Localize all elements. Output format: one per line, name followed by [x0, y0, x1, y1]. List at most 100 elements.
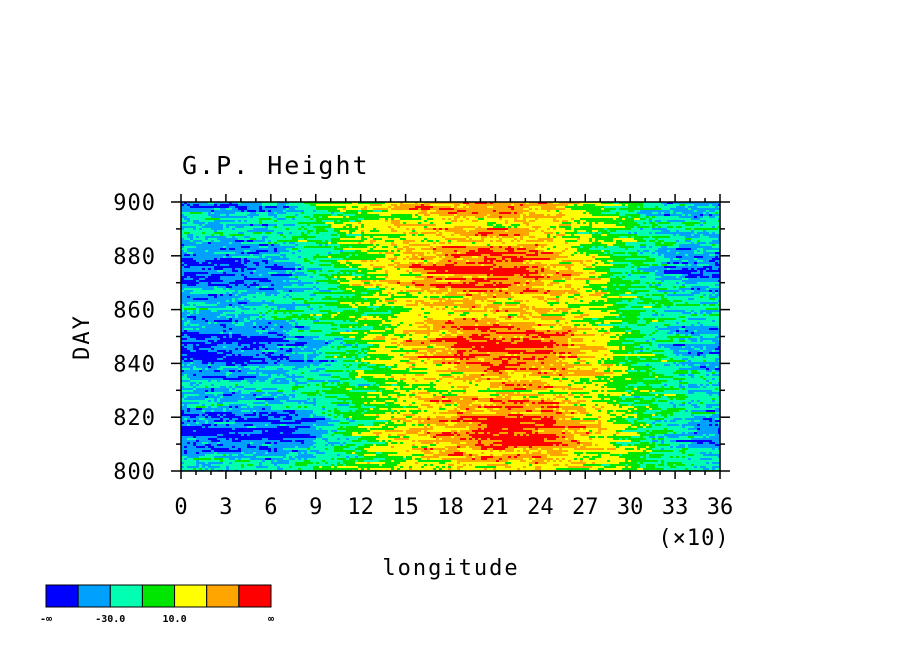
heatmap-cell	[499, 320, 557, 323]
heatmap-cell	[337, 276, 341, 279]
heatmap-cell	[241, 370, 290, 373]
heatmap-cell	[577, 248, 590, 251]
heatmap-cell	[250, 286, 257, 289]
heatmap-cell	[262, 326, 266, 329]
heatmap-cell	[679, 234, 692, 237]
heatmap-cell	[430, 246, 434, 249]
heatmap-cell	[685, 302, 689, 305]
heatmap-cell	[427, 338, 437, 341]
heatmap-cell	[568, 330, 572, 333]
heatmap-cell	[427, 346, 434, 349]
heatmap-cell	[379, 280, 401, 283]
heatmap-cell	[610, 358, 614, 361]
heatmap-cell	[490, 260, 494, 263]
heatmap-cell	[196, 384, 200, 387]
heatmap-cell	[538, 334, 566, 337]
heatmap-cell	[553, 386, 572, 389]
heatmap-cell	[283, 390, 293, 393]
heatmap-cell	[544, 292, 548, 295]
heatmap-cell	[463, 374, 467, 377]
heatmap-cell	[334, 222, 344, 225]
heatmap-cell	[670, 358, 674, 361]
heatmap-cell	[445, 230, 467, 233]
heatmap-cell	[334, 248, 344, 251]
heatmap-cell	[538, 272, 557, 275]
heatmap-cell	[244, 210, 248, 213]
heatmap-cell	[259, 252, 281, 255]
heatmap-cell	[631, 394, 656, 397]
heatmap-cell	[487, 206, 494, 209]
heatmap-cell	[691, 218, 701, 221]
heatmap-cell	[595, 258, 626, 261]
heatmap-cell	[343, 320, 347, 323]
heatmap-cell	[526, 240, 545, 243]
heatmap-cell	[685, 220, 701, 223]
heatmap-cell	[685, 240, 692, 243]
heatmap-cell	[349, 336, 356, 339]
heatmap-cell	[208, 242, 212, 245]
heatmap-cell	[550, 352, 554, 355]
heatmap-cell	[181, 382, 191, 385]
heatmap-cell	[304, 272, 314, 275]
heatmap-cell	[253, 282, 257, 285]
heatmap-cell	[673, 386, 680, 389]
heatmap-cell	[571, 278, 575, 281]
heatmap-cell	[625, 338, 653, 341]
heatmap-cell	[637, 382, 644, 385]
heatmap-cell	[376, 308, 413, 311]
heatmap-cell	[241, 242, 269, 245]
heatmap-cell	[448, 228, 464, 231]
heatmap-cell	[547, 372, 554, 375]
heatmap-cell	[295, 252, 329, 255]
heatmap-cell	[283, 392, 302, 395]
heatmap-cell	[328, 380, 341, 383]
heatmap-cell	[559, 370, 596, 373]
heatmap-cell	[622, 204, 626, 207]
heatmap-cell	[223, 294, 230, 297]
heatmap-cell	[442, 246, 467, 249]
heatmap-cell	[259, 246, 269, 249]
heatmap-cell	[559, 286, 563, 289]
heatmap-cell	[661, 208, 671, 211]
heatmap-cell	[682, 212, 704, 215]
heatmap-cell	[331, 324, 338, 327]
heatmap-cell	[295, 208, 317, 211]
heatmap-cell	[625, 362, 638, 365]
heatmap-cell	[715, 260, 721, 263]
heatmap-cell	[454, 214, 458, 217]
heatmap-cell	[190, 212, 203, 215]
heatmap-cell	[655, 338, 671, 341]
heatmap-cell	[430, 208, 440, 211]
heatmap-cell	[190, 336, 212, 339]
heatmap-cell	[214, 208, 221, 211]
heatmap-cell	[676, 362, 680, 365]
heatmap-cell	[526, 386, 539, 389]
heatmap-cell	[487, 214, 491, 217]
heatmap-cell	[682, 358, 689, 361]
heatmap-cell	[388, 294, 392, 297]
heatmap-cell	[343, 222, 359, 225]
heatmap-cell	[307, 258, 314, 261]
heatmap-cell	[352, 278, 386, 281]
heatmap-cell	[424, 240, 428, 243]
heatmap-cell	[181, 324, 185, 327]
heatmap-cell	[709, 212, 716, 215]
heatmap-cell	[607, 244, 614, 247]
heatmap-cell	[517, 248, 527, 251]
heatmap-cell	[526, 252, 536, 255]
heatmap-cell	[271, 310, 275, 313]
heatmap-cell	[286, 338, 299, 341]
heatmap-cell	[340, 236, 356, 239]
heatmap-cell	[319, 374, 332, 377]
heatmap-cell	[202, 360, 251, 363]
heatmap-cell	[283, 374, 290, 377]
heatmap-cell	[520, 302, 548, 305]
heatmap-cell	[472, 338, 491, 341]
heatmap-cell	[640, 224, 653, 227]
heatmap-cell	[652, 314, 659, 317]
heatmap-cell	[304, 300, 308, 303]
heatmap-cell	[391, 230, 398, 233]
heatmap-cell	[304, 210, 314, 213]
heatmap-cell	[409, 394, 416, 397]
heatmap-cell	[292, 290, 305, 293]
